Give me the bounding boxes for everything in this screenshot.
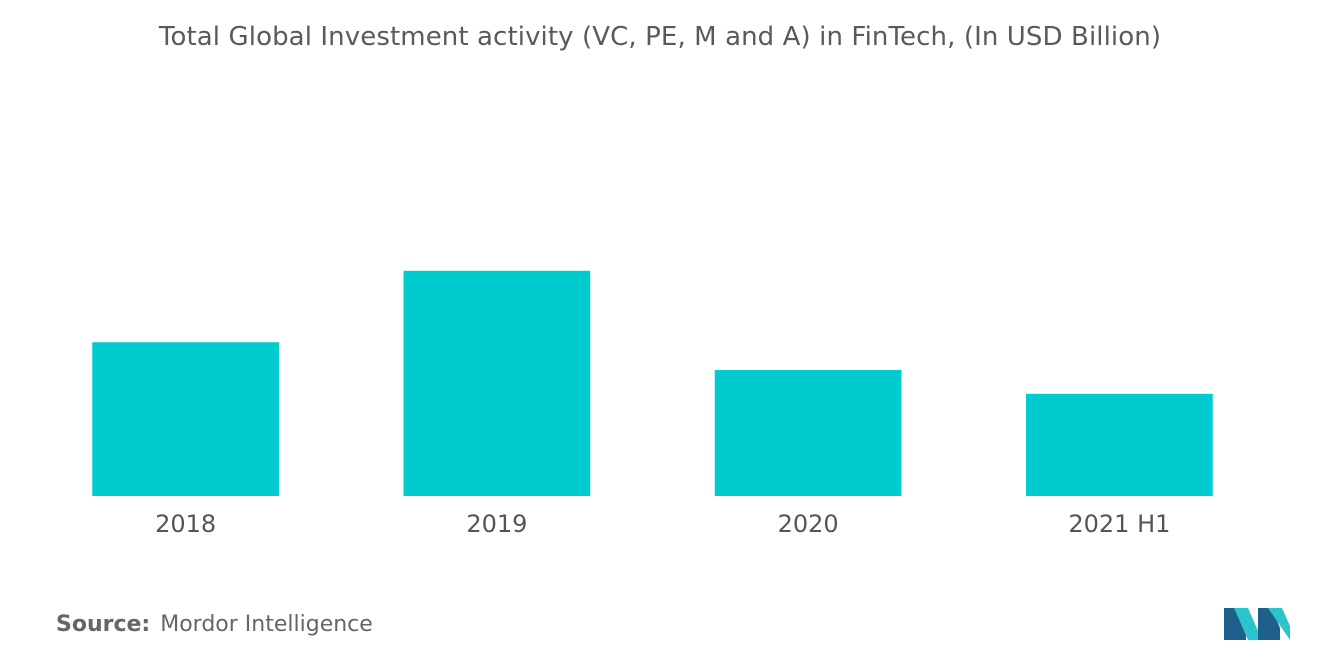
bar-2020 bbox=[714, 370, 902, 496]
source-note: Source: Mordor Intelligence bbox=[56, 612, 373, 637]
chart-title: Total Global Investment activity (VC, PE… bbox=[158, 22, 1162, 52]
x-tick-label: 2018 bbox=[155, 510, 216, 538]
bar-2019 bbox=[403, 270, 591, 496]
bar-2018 bbox=[92, 342, 279, 496]
bar-2021-h1 bbox=[1026, 393, 1213, 496]
x-axis-labels: 2018 2019 2020 2021 H1 bbox=[155, 510, 1170, 538]
source-label: Source: bbox=[56, 612, 151, 637]
source-text: Mordor Intelligence bbox=[160, 612, 373, 637]
x-tick-label: 2019 bbox=[466, 510, 527, 538]
bar-chart: 2018 2019 2020 2021 H1 bbox=[92, 270, 1213, 538]
x-tick-label: 2021 H1 bbox=[1068, 510, 1170, 538]
mordor-intelligence-logo-icon bbox=[1224, 608, 1290, 640]
bars-layer bbox=[92, 270, 1213, 496]
x-tick-label: 2020 bbox=[778, 510, 839, 538]
